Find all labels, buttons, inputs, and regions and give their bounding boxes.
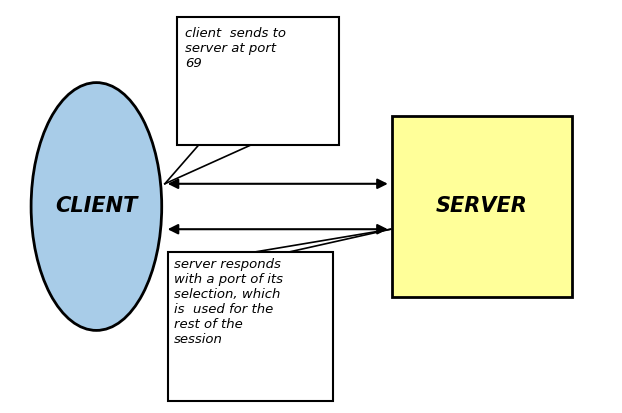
Text: CLIENT: CLIENT [55, 197, 137, 216]
Ellipse shape [31, 83, 162, 330]
Text: SERVER: SERVER [436, 197, 528, 216]
Bar [392, 116, 572, 297]
Bar [168, 252, 333, 401]
Text: server responds
with a port of its
selection, which
is  used for the
rest of the: server responds with a port of its selec… [174, 258, 283, 346]
Bar [177, 17, 339, 145]
Text: client  sends to
server at port
69: client sends to server at port 69 [185, 27, 286, 70]
